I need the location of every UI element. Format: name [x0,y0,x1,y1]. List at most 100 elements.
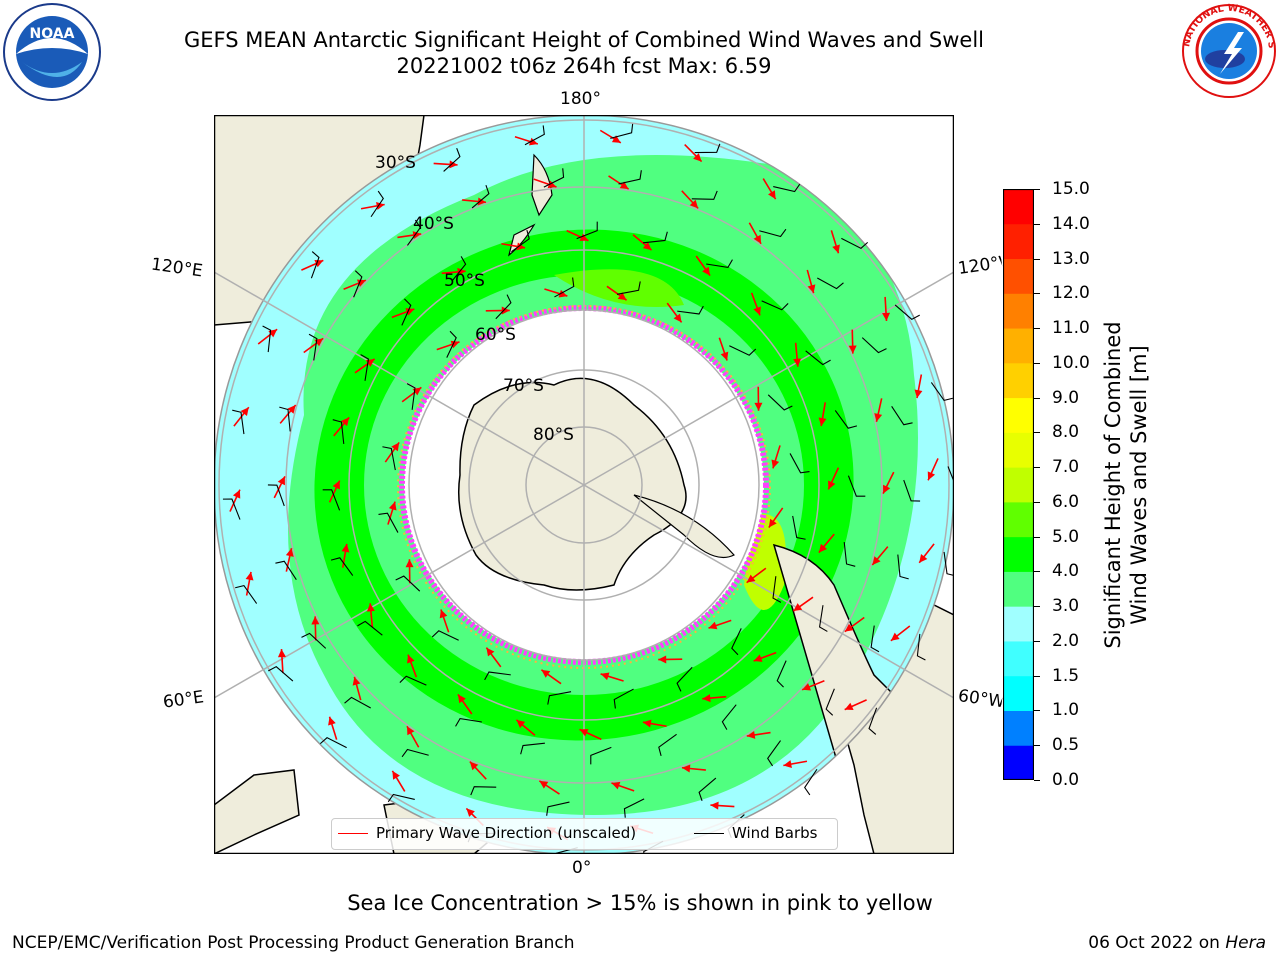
wind-barb [382,446,396,471]
wave-direction-arrowhead [914,389,923,399]
wind-barb [484,671,511,681]
wind-barb [275,560,297,580]
footer-machine: Hera [1225,933,1266,953]
wind-barb [891,406,913,426]
wave-direction-arrowhead [927,471,936,481]
wind-barb [843,542,856,567]
nws-logo: NATIONAL WEATHER SERVICE [1180,2,1277,98]
colorbar-swatch [1003,189,1034,225]
colorbar-tick-mark [1034,710,1040,712]
colorbar-tick-mark [1034,432,1040,434]
wind-barb [451,256,467,282]
colorbar-tick-mark [1034,223,1040,225]
colorbar-tick-mark [1034,189,1040,190]
wave-direction-arrowhead [783,760,792,769]
wind-barb [706,259,733,269]
wave-direction-arrowhead [619,181,629,190]
colorbar-tick-mark [1034,293,1040,295]
wave-direction-arrowhead [753,654,763,662]
polar-map [214,115,954,854]
colorbar-swatch [1003,501,1034,538]
wave-direction-arrowhead [579,233,589,241]
lon-label-120w: 120°W [956,253,1004,279]
wind-barb [930,382,953,402]
wave-direction-arrowhead [539,780,549,789]
wave-direction-arrowhead [516,242,526,251]
colorbar-swatch [1003,571,1034,607]
lon-label-60e: 60°E [161,687,206,713]
wind-barb [677,305,704,315]
wind-barb [618,170,642,185]
wave-direction-arrowhead [919,554,928,563]
wind-barb [406,383,416,410]
wind-barb [370,190,384,218]
wave-direction-arrowhead [882,312,891,321]
wave-direction-arrowhead [405,559,414,568]
wave-direction-arrowhead [807,284,816,294]
wave-direction-arrowhead [802,683,812,691]
wave-direction-arrowhead [883,484,891,494]
wind-barb [547,691,572,705]
wave-direction-arrowhead [754,402,763,411]
wind-barb [406,219,421,246]
colorbar-tick-mark [1034,536,1040,538]
wave-direction-arrowhead [477,197,487,206]
wind-barb [268,665,294,682]
wind-barb [543,168,565,188]
lat-label-40s: 40°S [413,214,454,234]
colorbar-tick-mark [1034,606,1040,608]
sea-ice-note: Sea Ice Concentration > 15% is shown in … [347,891,933,915]
wave-direction-arrowhead [449,160,458,169]
antarctica-land [457,377,687,591]
wave-direction-arrowhead [406,726,415,736]
lon-label-120e: 120°E [149,254,204,282]
wind-barb [698,777,717,801]
wind-barb [847,475,866,497]
wind-barb [841,237,869,250]
wind-barb [729,345,757,356]
wind-barb [916,633,926,661]
colorbar-tick-label: 0.0 [1052,770,1080,790]
wave-direction-arrowhead [768,518,777,528]
colorbar-swatch [1003,710,1034,746]
wave-direction-arrowhead [793,358,802,367]
graticule [214,115,954,854]
wave-direction-arrowhead [702,266,711,276]
colorbar-tick-label: 9.0 [1052,387,1080,408]
lon-label-60w: 60°W [956,686,1004,712]
wind-barb [431,630,459,641]
wave-direction-arrowhead [768,190,776,200]
wind-barb [691,190,718,200]
wave-direction-arrowhead [600,672,610,681]
wind-barb [470,786,497,796]
colorbar-tick-label: 10.0 [1052,352,1090,373]
wave-direction-arrowhead [689,199,699,209]
wave-direction-arrowhead [391,442,400,452]
chart-subtitle: 20221002 t06z 264h fcst Max: 6.59 [396,54,772,78]
wind-barb [759,228,787,238]
wave-direction-arrowhead [872,556,881,565]
wind-barb [623,798,645,818]
wind-barb [308,333,318,361]
wind-barb [301,632,327,649]
wind-barb [894,304,920,321]
wave-direction-arrowhead [844,702,854,711]
wind-barbs [222,123,954,854]
colorbar-tick-label: 2.0 [1052,630,1080,651]
wind-barb [903,479,921,502]
wave-direction-arrowhead [541,669,551,678]
wave-direction-arrowhead [529,137,538,146]
wind-barb [789,453,810,474]
colorbar-tick-mark [1034,640,1040,642]
colorbar-tick-label: 1.5 [1052,665,1080,686]
wave-direction-arrowhead [771,459,780,469]
colorbar-tick-mark [1034,258,1040,260]
colorbar-tick-mark [1034,328,1040,330]
wind-barb [401,748,429,758]
wind-barb [330,557,354,576]
wind-barb [546,801,570,816]
colorbar-swatch [1003,675,1034,711]
wave-direction-arrowhead [439,609,448,619]
colorbar-swatch [1003,397,1034,433]
colorbar-tick-label: 7.0 [1052,457,1080,478]
